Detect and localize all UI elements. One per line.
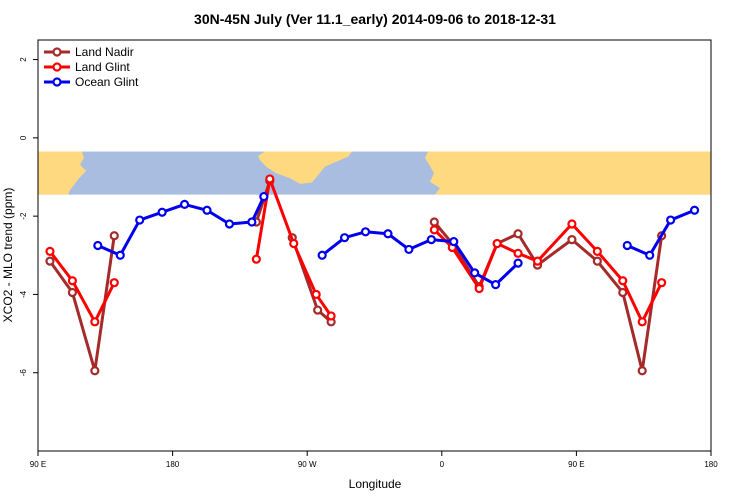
data-point — [339, 233, 350, 243]
y-tick-label: -6 — [19, 369, 28, 377]
x-tick-label: 90 W — [298, 460, 317, 469]
data-point — [689, 205, 700, 215]
data-point — [115, 250, 125, 260]
data-point — [618, 287, 628, 298]
series-line — [48, 250, 116, 324]
legend-swatch-marker — [52, 77, 62, 87]
data-point — [311, 289, 321, 300]
world-map-band — [38, 151, 711, 195]
data-point — [360, 227, 371, 237]
series-line — [321, 230, 520, 287]
data-point — [491, 280, 501, 290]
data-point — [317, 250, 327, 260]
data-point — [592, 246, 602, 256]
data-point — [326, 311, 336, 321]
legend-swatch-marker — [52, 62, 62, 72]
map-land-asia-east — [38, 151, 86, 195]
data-point — [202, 205, 212, 215]
data-point — [259, 191, 269, 202]
x-tick-label: 180 — [166, 460, 180, 469]
data-point — [567, 235, 577, 245]
data-point — [513, 229, 523, 239]
data-point — [567, 219, 577, 229]
data-point — [622, 240, 632, 251]
map-land-americas — [258, 151, 352, 184]
data-point — [513, 248, 523, 258]
data-point — [383, 229, 393, 239]
data-point — [449, 236, 459, 247]
data-point — [313, 305, 323, 315]
data-point — [109, 278, 119, 288]
x-axis-label: Longitude — [349, 477, 402, 491]
data-point — [474, 283, 484, 294]
series-line — [626, 208, 696, 257]
data-point — [93, 240, 103, 251]
data-point — [179, 199, 190, 209]
data-point — [45, 256, 55, 266]
y-tick-label: -2 — [19, 212, 28, 220]
series-land-glint — [45, 174, 667, 327]
data-point — [513, 258, 523, 268]
data-point — [666, 215, 676, 225]
y-tick-label: 2 — [19, 57, 28, 62]
data-point — [45, 246, 55, 256]
data-point — [135, 215, 145, 225]
series-ocean-glint — [93, 191, 700, 290]
x-tick-label: 0 — [440, 460, 445, 469]
data-point — [657, 278, 667, 288]
data-point — [157, 207, 167, 217]
legend-swatch-marker — [52, 47, 62, 57]
data-point — [429, 225, 439, 235]
series-layer — [45, 174, 700, 376]
y-axis: 2 0 -2 -4 -6 — [19, 57, 38, 376]
data-point — [618, 276, 628, 286]
chart-title: 30N-45N July (Ver 11.1_early) 2014-09-06… — [194, 11, 556, 27]
data-point — [67, 287, 77, 298]
data-point — [251, 254, 261, 264]
data-point — [429, 217, 439, 227]
data-point — [90, 317, 100, 327]
map-land-europe-asia — [425, 151, 615, 195]
data-point — [67, 276, 77, 286]
x-tick-label: 90 E — [568, 460, 584, 469]
plot-area — [37, 39, 712, 452]
x-axis: 90 E 180 90 W 0 90 E 180 — [30, 451, 718, 469]
data-point — [109, 231, 119, 241]
legend-label: Land Glint — [75, 60, 130, 74]
data-point — [592, 256, 602, 266]
x-tick-label: 90 E — [30, 460, 46, 469]
y-tick-label: 0 — [19, 135, 28, 140]
data-point — [404, 244, 414, 255]
data-point — [637, 366, 647, 376]
data-point — [492, 238, 502, 249]
legend-label: Ocean Glint — [75, 75, 139, 89]
x-tick-label: 180 — [704, 460, 718, 469]
y-axis-label: XCO2 - MLO trend (ppm) — [1, 188, 15, 323]
series-land-nadir — [45, 176, 667, 376]
data-point — [532, 256, 543, 266]
data-point — [426, 235, 436, 245]
data-point — [637, 317, 647, 327]
data-point — [289, 238, 299, 249]
data-point — [247, 217, 257, 227]
data-point — [645, 250, 655, 260]
data-point — [90, 366, 100, 376]
map-land-asia-west — [592, 151, 711, 195]
legend-label: Land Nadir — [75, 45, 134, 59]
y-tick-label: -4 — [19, 290, 28, 298]
data-point — [265, 174, 275, 184]
data-point — [224, 219, 235, 229]
data-point — [470, 268, 480, 278]
